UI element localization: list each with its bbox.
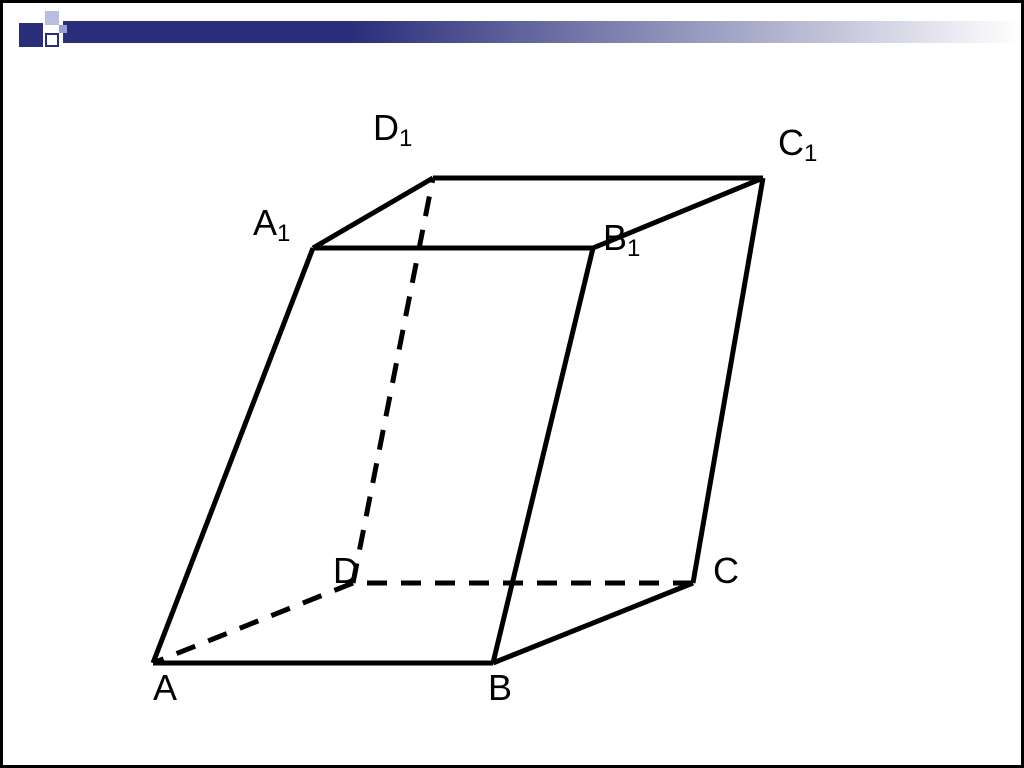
vertex-label-D: D [333,550,359,592]
label-sub: 1 [804,140,817,167]
vertex-label-A1: A1 [253,202,290,244]
label-sub: 1 [399,125,412,152]
label-text: D [373,107,399,148]
label-text: B [603,217,627,258]
label-text: B [488,667,512,708]
label-text: D [333,550,359,591]
vertex-label-D1: D1 [373,107,412,149]
vertex-label-C1: C1 [778,122,817,164]
vertex-label-A: A [153,667,177,709]
label-text: A [253,202,277,243]
vertex-label-B: B [488,667,512,709]
label-sub: 1 [627,235,640,262]
slide-frame: A B C D A1 B1 C1 D1 [0,0,1024,768]
label-text: A [153,667,177,708]
label-sub: 1 [277,220,290,247]
label-text: C [713,550,739,591]
vertex-label-B1: B1 [603,217,640,259]
parallelepiped-figure [3,3,1024,768]
vertex-label-C: C [713,550,739,592]
label-text: C [778,122,804,163]
